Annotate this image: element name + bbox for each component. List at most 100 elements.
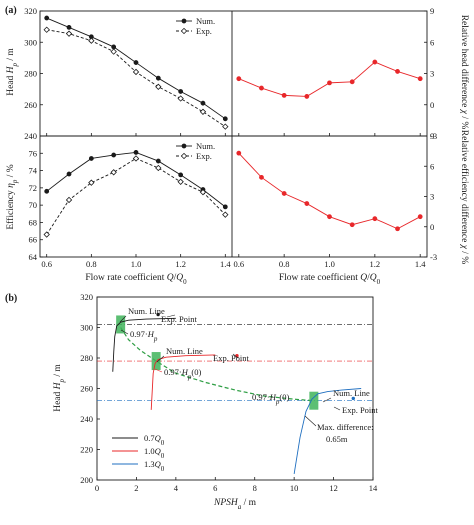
head-data-point — [155, 75, 161, 81]
b-annotation-arrow — [333, 406, 341, 411]
head-legend-label: Num. — [196, 16, 215, 26]
head-axis-ytick-label: 280 — [24, 69, 37, 79]
eff-ylabel: Efficiency ηp / % — [5, 164, 19, 229]
head-data-point — [199, 108, 207, 115]
head-legend-marker — [181, 18, 187, 24]
head-diff-axis-ytick-label: 6 — [430, 37, 434, 47]
b-ytick-label: 260 — [80, 384, 93, 394]
head-diff-series-line — [238, 61, 421, 97]
eff-data-point — [66, 171, 72, 177]
head-axis-ytick-label: 260 — [24, 100, 37, 110]
head-data-point — [155, 83, 162, 90]
b-annotation-arrow — [232, 353, 239, 359]
head-diff-data-point — [259, 85, 264, 91]
b-annotation-arrow — [166, 314, 176, 318]
head-data-point — [133, 60, 139, 65]
eff-diff-axis-xtick-label: 1.0 — [324, 259, 335, 269]
b-ytick-label: 320 — [80, 292, 93, 302]
b-xtick-label: 8 — [253, 483, 257, 493]
eff-legend-marker — [181, 143, 187, 149]
eff-diff-ylabel: Relative efficiency difference χ / % — [459, 130, 470, 264]
eff-axis-xtick-label: 1.0 — [131, 259, 142, 269]
eff-data-point — [177, 178, 184, 185]
panel-a-label: (a) — [5, 5, 17, 16]
b-green-trend-line — [120, 327, 314, 402]
b-xtick-label: 6 — [213, 483, 217, 493]
head-legend-marker — [180, 27, 188, 35]
eff-diff-axis-ytick-label: 6 — [430, 161, 434, 171]
eff-data-point — [111, 152, 117, 158]
eff-diff-data-point — [327, 214, 332, 220]
panel-a-frame — [39, 10, 428, 258]
eff-data-point — [155, 164, 162, 172]
head-diff-data-point — [281, 92, 287, 98]
head-axis-ytick-label: 300 — [24, 37, 37, 47]
eff-diff-data-point — [304, 201, 310, 206]
b-annotation-exp-point-10: Exp. Point — [213, 353, 250, 363]
b-annotation-097hp0-red: 0.97·Hp(0) — [164, 367, 201, 381]
eff-data-point — [43, 231, 50, 238]
head-data-point — [111, 44, 117, 50]
head-diff-axis-ytick-label: 3 — [430, 69, 434, 79]
eff-diff-axis-xtick-label: 1.4 — [415, 259, 426, 269]
eff-diff-axis-ytick-label: -3 — [430, 252, 437, 262]
b-legend-label: 0.7Q0 — [144, 433, 165, 447]
b-critical-highlight — [151, 352, 161, 371]
eff-data-point — [132, 155, 140, 162]
b-annotation-097hp: 0.97·Hp — [130, 329, 158, 343]
eff-axis-ytick-label: 66 — [29, 235, 38, 245]
eff-axis-xtick-label: 0.6 — [41, 259, 52, 269]
b-annotation-exp-point-07: Exp. Point — [161, 314, 198, 324]
eff-diff-xlabel: Flow rate coefficient Q/Q0 — [279, 272, 381, 286]
eff-legend-label: Exp. — [196, 151, 212, 161]
b-annotation-arrow — [322, 397, 332, 403]
eff-diff-data-point — [349, 222, 355, 228]
b-num-line — [112, 317, 176, 372]
eff-diff-data-point — [281, 191, 287, 196]
eff-axis-ytick-label: 64 — [29, 252, 38, 262]
head-data-point — [110, 48, 117, 55]
b-annotation-num-line-07: Num. Line — [128, 306, 165, 316]
b-xtick-label: 4 — [174, 483, 179, 493]
b-legend-label: 1.3Q0 — [144, 459, 165, 473]
eff-data-point — [222, 211, 229, 218]
b-xtick-label: 14 — [369, 483, 378, 493]
head-data-point — [88, 37, 95, 44]
head-series-line — [46, 29, 226, 127]
head-legend-label: Exp. — [196, 26, 212, 36]
b-ytick-label: 300 — [80, 323, 93, 333]
head-data-point — [222, 116, 228, 122]
head-diff-data-point — [327, 80, 332, 86]
head-diff-data-point — [349, 79, 355, 85]
head-data-point — [66, 25, 72, 30]
eff-axis-ytick-label: 70 — [29, 200, 38, 210]
b-num-line — [293, 388, 362, 474]
head-data-point — [132, 68, 140, 76]
eff-axis-ytick-label: 68 — [29, 217, 38, 227]
eff-diff-axis-xtick-label: 1.2 — [370, 259, 381, 269]
head-diff-axis-ytick-label: 9 — [430, 6, 434, 16]
b-annotation-max-difference: Max. difference: — [317, 422, 373, 432]
head-ylabel: Head Hp / m — [6, 48, 19, 96]
b-critical-highlight — [309, 391, 319, 410]
head-axis-ytick-label: 320 — [24, 6, 37, 16]
b-xtick-label: 0 — [95, 483, 99, 493]
head-diff-data-point — [304, 94, 310, 99]
b-num-line — [150, 354, 216, 410]
head-diff-data-point — [417, 76, 423, 82]
b-annotation-num-line-10: Num. Line — [166, 346, 203, 356]
b-ylabel: Head Hp / m — [53, 364, 66, 412]
head-diff-data-point — [236, 76, 242, 82]
eff-data-point — [199, 189, 207, 196]
b-ytick-label: 240 — [80, 414, 93, 424]
b-critical-highlight — [116, 315, 126, 334]
b-ytick-label: 220 — [80, 445, 93, 455]
eff-axis-ytick-label: 74 — [29, 166, 38, 176]
b-ytick-label: 280 — [80, 353, 93, 363]
b-xlabel: NPSHa / m — [213, 498, 257, 511]
eff-diff-data-point — [417, 214, 423, 220]
eff-series-line — [46, 157, 226, 235]
b-annotation-arrow — [119, 315, 127, 323]
head-data-point — [178, 89, 184, 94]
